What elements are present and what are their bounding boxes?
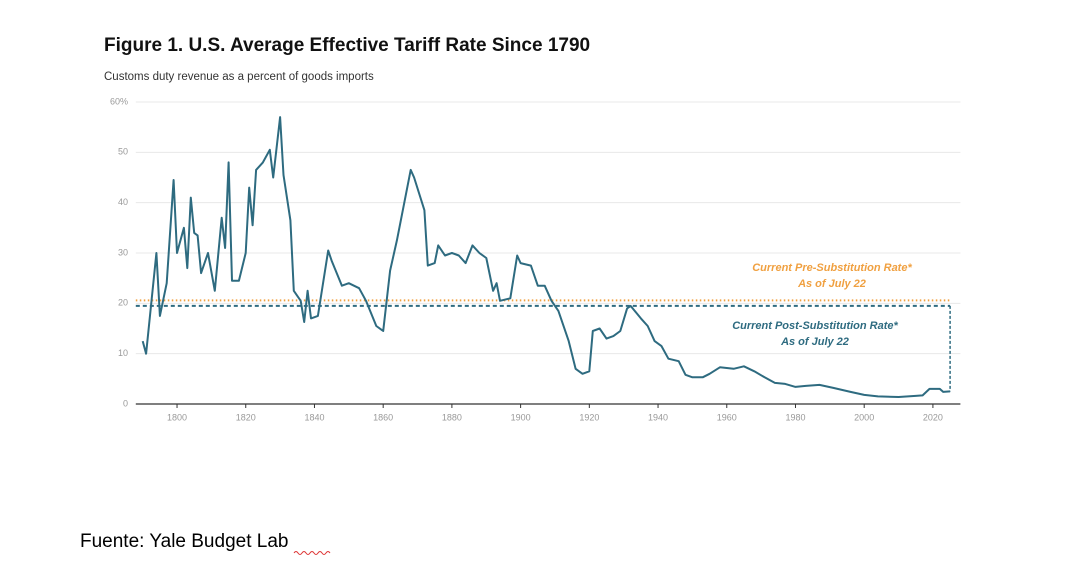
y-tick-label: 50 [118, 147, 128, 157]
chart-title: Figure 1. U.S. Average Effective Tariff … [104, 35, 590, 56]
chart-subtitle: Customs duty revenue as a percent of goo… [104, 71, 374, 83]
y-tick-label: 20 [118, 298, 128, 308]
x-tick-label: 1960 [717, 412, 737, 422]
x-tick-label: 1900 [511, 412, 531, 422]
x-tick-label: 1800 [167, 412, 187, 422]
x-tick-label: 1980 [785, 412, 805, 422]
y-tick-label: 10 [118, 348, 128, 358]
x-tick-label: 1860 [373, 412, 393, 422]
annotation: As of July 22 [780, 336, 849, 348]
x-tick-label: 1880 [442, 412, 462, 422]
y-tick-label: 30 [118, 247, 128, 257]
x-tick-label: 2000 [854, 412, 874, 422]
x-tick-label: 1940 [648, 412, 668, 422]
x-tick-label: 2020 [923, 412, 943, 422]
y-tick-label: 0 [123, 398, 128, 408]
x-tick-label: 1840 [304, 412, 324, 422]
x-tick-label: 1920 [579, 412, 599, 422]
y-tick-label: 40 [118, 197, 128, 207]
data-line [141, 116, 951, 398]
annotation: Current Post-Substitution Rate* [732, 320, 898, 332]
y-tick-label: 60% [110, 96, 128, 106]
x-tick-label: 1820 [236, 412, 256, 422]
annotation: Current Pre-Substitution Rate* [752, 262, 912, 274]
spellcheck-underline [293, 551, 331, 555]
annotation: As of July 22 [797, 278, 866, 290]
source: Fuente: Yale Budget Lab [80, 531, 288, 552]
